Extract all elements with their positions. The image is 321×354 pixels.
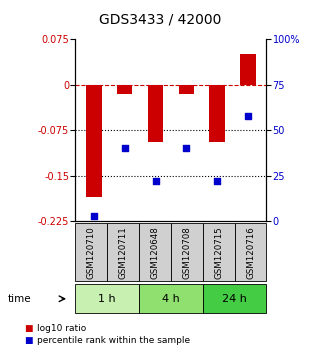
Bar: [209, 85, 225, 142]
Text: GSM120715: GSM120715: [214, 226, 223, 279]
Text: GSM120708: GSM120708: [182, 226, 191, 279]
Text: 24 h: 24 h: [222, 294, 247, 304]
Text: GDS3433 / 42000: GDS3433 / 42000: [99, 12, 222, 27]
Text: log10 ratio: log10 ratio: [37, 324, 86, 333]
Text: GSM120711: GSM120711: [119, 226, 128, 279]
Text: GSM120710: GSM120710: [87, 226, 96, 279]
Bar: [240, 54, 256, 85]
Bar: [178, 85, 194, 93]
Point: [91, 213, 97, 219]
Text: ■: ■: [24, 336, 32, 345]
Point: [214, 178, 220, 184]
Bar: [148, 85, 163, 142]
Bar: [117, 85, 133, 93]
Bar: [86, 85, 102, 197]
Text: GSM120648: GSM120648: [151, 226, 160, 279]
Text: time: time: [8, 294, 32, 304]
Point: [122, 145, 127, 151]
Text: GSM120716: GSM120716: [246, 226, 255, 279]
Text: 1 h: 1 h: [99, 294, 116, 304]
Text: 4 h: 4 h: [162, 294, 180, 304]
Text: percentile rank within the sample: percentile rank within the sample: [37, 336, 190, 345]
Text: ■: ■: [24, 324, 32, 333]
Point: [153, 178, 158, 184]
Point: [245, 113, 250, 118]
Point: [184, 145, 189, 151]
